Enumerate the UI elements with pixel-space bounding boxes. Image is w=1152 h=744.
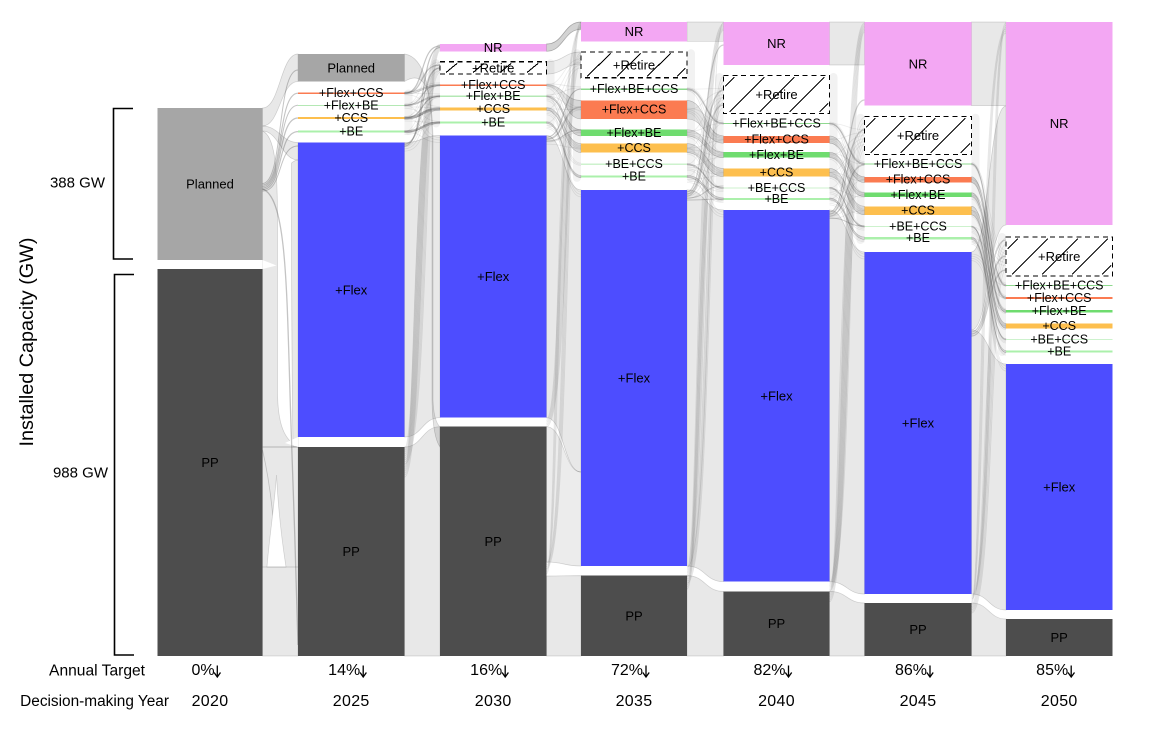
svg-text:PP: PP [201,455,218,470]
svg-text:+Flex: +Flex [335,282,368,297]
svg-text:NR: NR [909,56,928,71]
svg-text:+Flex+BE+CCS: +Flex+BE+CCS [1015,279,1104,293]
svg-text:+Retire: +Retire [897,128,939,143]
svg-text:+BE: +BE [906,231,930,245]
svg-text:+Flex: +Flex [1043,480,1076,495]
svg-text:+CCS: +CCS [1042,319,1076,333]
svg-text:+BE: +BE [765,192,789,206]
svg-text:2050: 2050 [1041,693,1078,710]
svg-text:PP: PP [909,622,926,637]
svg-text:PP: PP [343,544,360,559]
svg-text:+CCS: +CCS [476,102,510,116]
svg-text:+CCS: +CCS [760,165,794,179]
svg-text:+Flex+CCS: +Flex+CCS [602,103,667,117]
svg-text:14%: 14% [328,662,360,679]
svg-text:PP: PP [768,616,785,631]
svg-text:72%: 72% [611,662,643,679]
svg-text:86%: 86% [895,662,927,679]
svg-text:+BE+CCS: +BE+CCS [748,181,806,195]
svg-text:+Retire: +Retire [1038,249,1080,264]
svg-text:+BE: +BE [1047,345,1071,359]
svg-text:+BE+CCS: +BE+CCS [605,157,663,171]
svg-text:2045: 2045 [900,693,937,710]
svg-text:2040: 2040 [758,693,795,710]
svg-text:+Flex+BE: +Flex+BE [749,148,804,162]
svg-text:+Flex+BE+CCS: +Flex+BE+CCS [732,117,821,131]
svg-text:Planned: Planned [327,60,375,75]
svg-text:+Retire: +Retire [755,87,797,102]
svg-text:16%: 16% [470,662,502,679]
svg-text:+Flex+CCS: +Flex+CCS [744,133,809,147]
svg-text:Installed Capacity (GW): Installed Capacity (GW) [16,238,38,447]
svg-text:Decision-making Year: Decision-making Year [20,693,169,710]
svg-text:988 GW: 988 GW [53,465,109,482]
svg-text:NR: NR [625,24,644,39]
svg-text:Annual Target: Annual Target [49,663,146,680]
svg-text:2030: 2030 [475,693,512,710]
svg-text:+Flex+CCS: +Flex+CCS [1027,291,1092,305]
svg-text:0%: 0% [191,662,214,679]
svg-text:+BE+CCS: +BE+CCS [1030,332,1088,346]
svg-text:+BE+CCS: +BE+CCS [889,220,947,234]
svg-text:+BE: +BE [481,116,505,130]
svg-text:+Flex: +Flex [760,388,793,403]
svg-text:+BE: +BE [622,170,646,184]
svg-text:+CCS: +CCS [617,141,651,155]
svg-text:2020: 2020 [192,693,229,710]
svg-text:+Flex+BE: +Flex+BE [891,188,946,202]
svg-text:PP: PP [1051,630,1068,645]
svg-text:+Flex+BE: +Flex+BE [466,89,521,103]
svg-text:+Flex: +Flex [902,416,935,431]
svg-text:NR: NR [484,40,503,55]
svg-text:+BE: +BE [339,125,363,139]
svg-text:+Flex+BE: +Flex+BE [1032,304,1087,318]
svg-text:+Flex+CCS: +Flex+CCS [886,173,951,187]
svg-text:+Flex+BE+CCS: +Flex+BE+CCS [874,157,963,171]
svg-text:+CCS: +CCS [334,111,368,125]
svg-text:388 GW: 388 GW [50,175,106,192]
svg-text:+Retire: +Retire [613,57,655,72]
svg-text:+Flex: +Flex [477,269,510,284]
svg-text:+Flex+CCS: +Flex+CCS [461,78,526,92]
svg-text:+CCS: +CCS [901,204,935,218]
svg-text:+Flex+BE+CCS: +Flex+BE+CCS [590,82,679,96]
svg-text:NR: NR [1050,116,1069,131]
svg-text:+Flex+BE: +Flex+BE [324,98,379,112]
svg-text:2025: 2025 [333,693,370,710]
svg-text:+Retire: +Retire [472,60,514,75]
svg-text:PP: PP [485,534,502,549]
svg-text:PP: PP [625,608,642,623]
svg-text:85%: 85% [1036,662,1068,679]
svg-text:82%: 82% [753,662,785,679]
svg-text:+Flex+CCS: +Flex+CCS [319,86,384,100]
svg-text:+Flex+BE: +Flex+BE [607,126,662,140]
svg-text:Planned: Planned [186,177,234,192]
svg-text:NR: NR [767,36,786,51]
svg-text:+Flex: +Flex [618,370,651,385]
svg-text:2035: 2035 [616,693,653,710]
